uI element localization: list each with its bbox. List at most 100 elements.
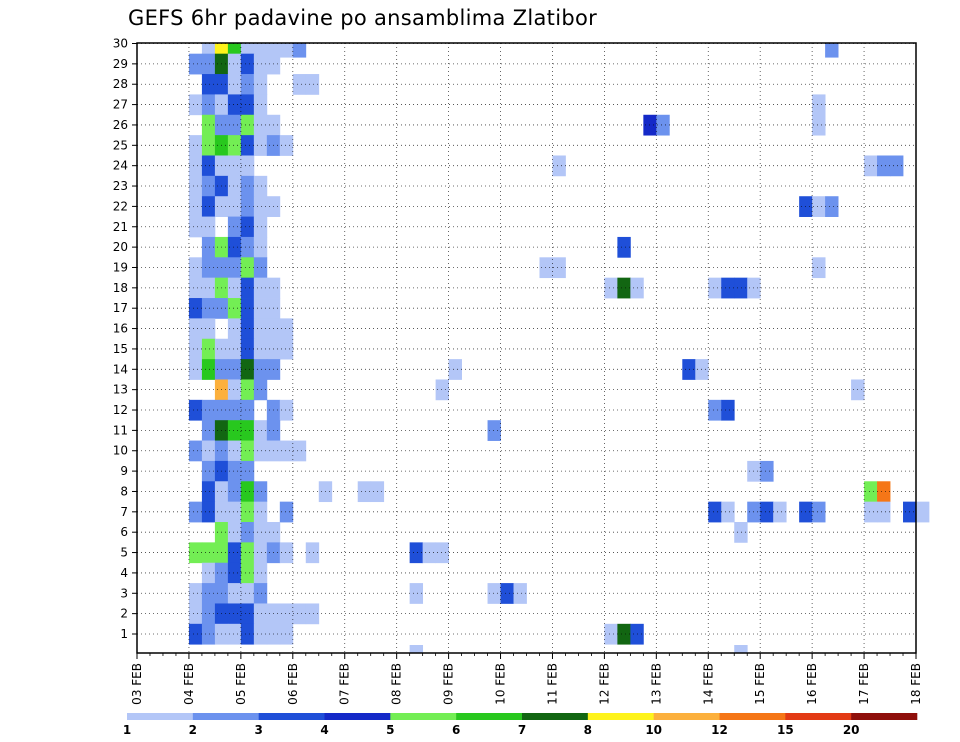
heatmap-cell <box>201 74 216 95</box>
heatmap-cell <box>253 338 268 360</box>
y-tick-label: 2 <box>120 607 128 621</box>
heatmap-cell <box>240 318 255 340</box>
heatmap-cell <box>240 277 255 299</box>
heatmap-cell <box>253 74 268 95</box>
heatmap-cell <box>201 420 216 441</box>
heatmap-cell <box>227 94 242 116</box>
colorbar-segment <box>785 713 852 720</box>
y-tick-label: 1 <box>120 627 128 641</box>
heatmap-cell <box>201 318 216 340</box>
x-tick-label: 09 FEB <box>442 663 456 705</box>
heatmap-cell <box>253 501 268 523</box>
heatmap-cell <box>240 74 255 95</box>
colorbar-segment <box>127 713 194 720</box>
chart-title: GEFS 6hr padavine po ansamblima Zlatibor <box>128 6 598 30</box>
heatmap-cell <box>240 542 255 564</box>
heatmap-cell <box>201 114 216 136</box>
heatmap-cell <box>734 645 748 654</box>
heatmap-cell <box>253 420 268 441</box>
heatmap-cell <box>188 53 203 75</box>
heatmap-cell <box>721 501 735 523</box>
heatmap-cell <box>240 399 255 421</box>
heatmap-cell <box>253 359 268 380</box>
heatmap-cell <box>877 155 891 177</box>
heatmap-cell <box>227 216 242 238</box>
heatmap-cell <box>292 74 307 95</box>
heatmap-cell <box>227 338 242 360</box>
heatmap-cell <box>240 603 255 625</box>
heatmap-cell <box>617 277 631 299</box>
heatmap-cell <box>201 216 216 238</box>
heatmap-cell <box>253 94 268 116</box>
heatmap-cell <box>435 542 449 564</box>
y-tick-label: 20 <box>113 240 128 254</box>
colorbar-segment <box>192 713 259 720</box>
y-tick-label: 6 <box>120 525 128 539</box>
heatmap-cell <box>864 501 878 523</box>
heatmap-cell <box>305 542 320 564</box>
heatmap-cell <box>253 542 268 564</box>
heatmap-cell <box>188 542 203 564</box>
heatmap-cell <box>240 175 255 197</box>
y-tick-label: 17 <box>113 301 128 315</box>
heatmap-cell <box>253 522 268 543</box>
heatmap-cell <box>435 379 449 401</box>
heatmap-cell <box>357 481 372 503</box>
y-tick-label: 11 <box>113 423 128 437</box>
colorbar-label: 7 <box>518 723 526 737</box>
heatmap-cell <box>240 562 255 584</box>
heatmap-cell <box>188 603 203 625</box>
heatmap-cell <box>227 53 242 75</box>
heatmap-cell <box>916 501 930 523</box>
heatmap-cell <box>656 114 670 136</box>
heatmap-cell <box>643 114 657 136</box>
y-tick-label: 15 <box>113 342 128 356</box>
heatmap-cell <box>227 522 242 543</box>
heatmap-cell <box>201 298 216 319</box>
y-tick-label: 25 <box>113 138 128 152</box>
heatmap-cell <box>188 257 203 279</box>
heatmap-cell <box>201 155 216 177</box>
heatmap-cell <box>253 379 268 401</box>
heatmap-cell <box>279 623 294 645</box>
heatmap-cell <box>812 501 826 523</box>
colorbar-segment <box>390 713 457 720</box>
heatmap-cell <box>227 501 242 523</box>
heatmap-cell <box>201 196 216 217</box>
grid-lines <box>137 43 916 653</box>
heatmap-cell <box>617 623 631 645</box>
heatmap-cell <box>188 216 203 238</box>
heatmap-cell <box>279 501 294 523</box>
heatmap-cell <box>734 277 748 299</box>
heatmap-cell <box>552 155 566 177</box>
heatmap-cell <box>253 196 268 217</box>
heatmap-cell <box>552 257 566 279</box>
heatmap-cell <box>188 298 203 319</box>
x-axis: 03 FEB 04 FEB 05 FEB 06 FEB 07 FEB 08 FEB 09 F… <box>130 653 923 705</box>
heatmap-cell <box>240 522 255 543</box>
heatmap-cell <box>227 542 242 564</box>
heatmap-cell <box>240 257 255 279</box>
heatmap-cell <box>253 175 268 197</box>
x-tick-label: 07 FEB <box>338 663 352 705</box>
heatmap-cell <box>773 501 787 523</box>
heatmap-cell <box>253 135 268 156</box>
heatmap-cell <box>279 440 294 462</box>
y-tick-label: 21 <box>113 220 128 234</box>
y-tick-label: 22 <box>113 199 128 213</box>
heatmap-cell <box>227 359 242 380</box>
heatmap-cell <box>708 399 722 421</box>
heatmap-cell <box>240 298 255 319</box>
heatmap-cell <box>240 583 255 604</box>
heatmap-cell <box>240 420 255 441</box>
x-tick-label: 16 FEB <box>805 663 819 705</box>
x-tick-label: 17 FEB <box>857 663 871 705</box>
heatmap-cell <box>877 501 891 523</box>
heatmap-cell <box>240 135 255 156</box>
heatmap-cell <box>760 460 774 482</box>
heatmap-cell <box>227 440 242 462</box>
heatmap-cell <box>253 53 268 75</box>
y-tick-label: 29 <box>113 57 128 71</box>
heatmap-cell <box>188 196 203 217</box>
